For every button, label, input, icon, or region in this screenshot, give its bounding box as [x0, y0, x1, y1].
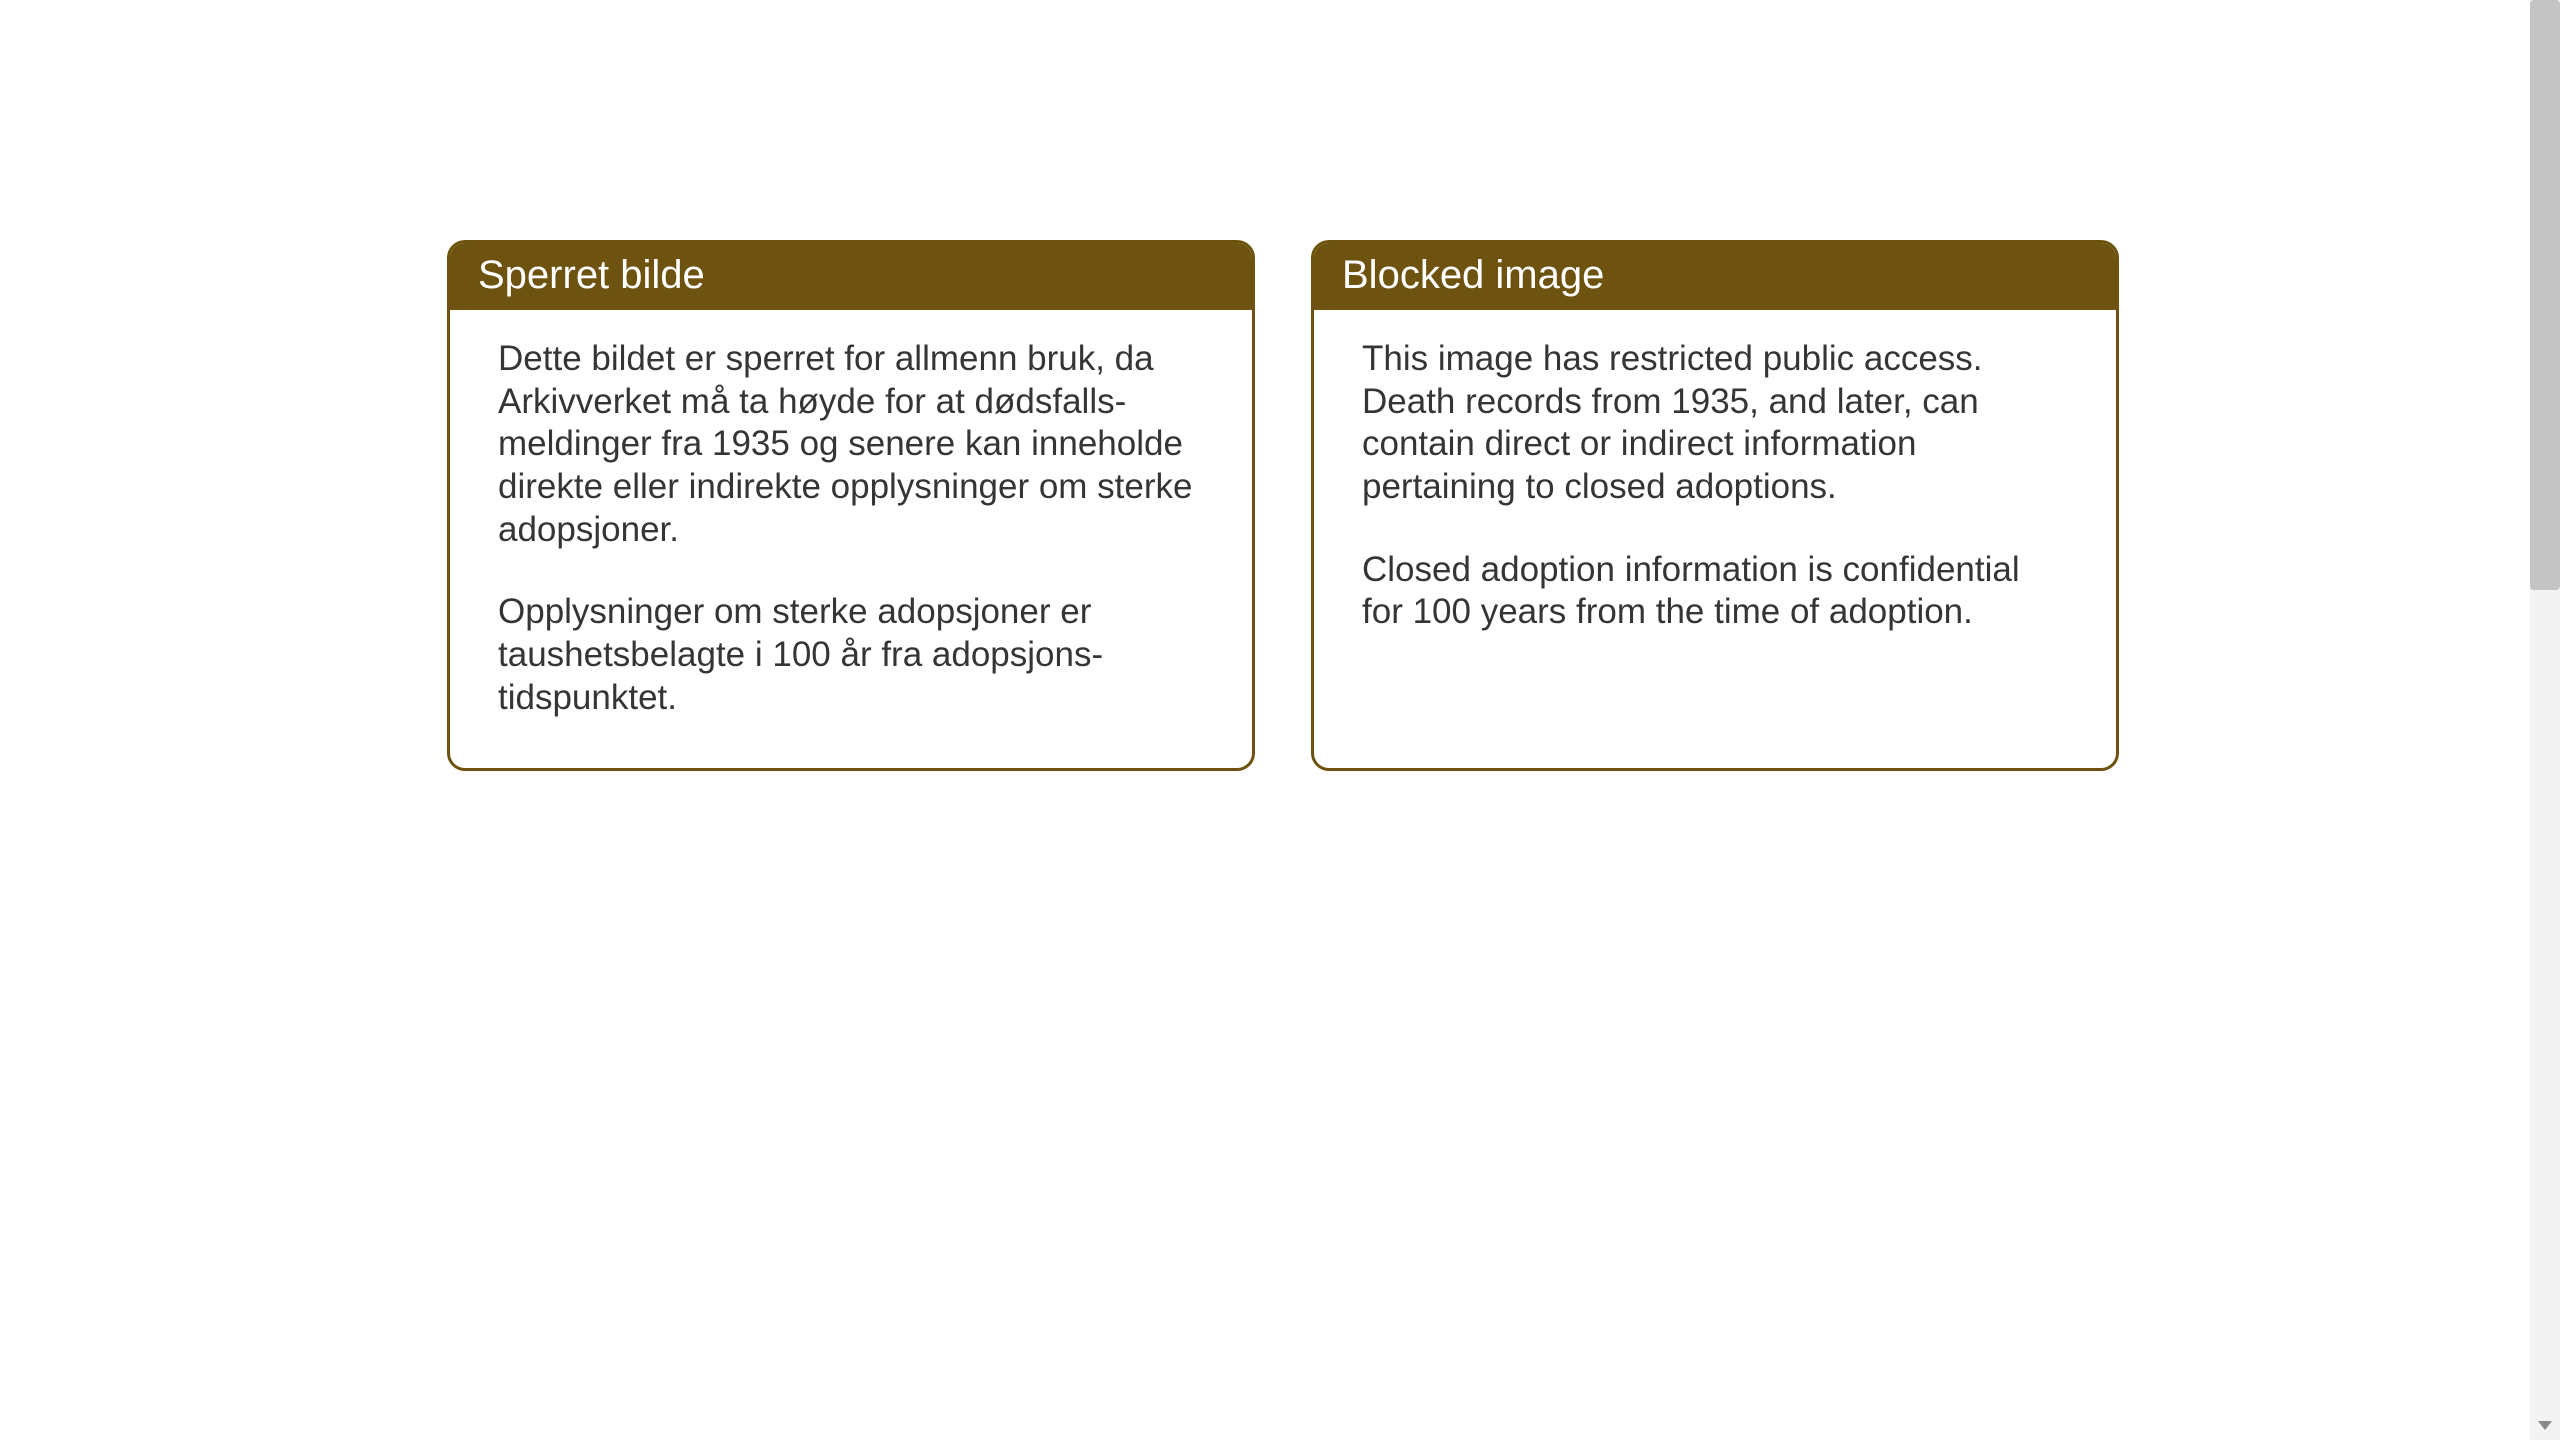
notice-container: Sperret bilde Dette bildet er sperret fo…: [447, 240, 2119, 771]
card-paragraph-2-english: Closed adoption information is confident…: [1362, 549, 2068, 634]
scrollbar-track[interactable]: [2530, 0, 2560, 1440]
chevron-down-icon: [2538, 1421, 2552, 1430]
notice-card-norwegian: Sperret bilde Dette bildet er sperret fo…: [447, 240, 1255, 771]
card-title-norwegian: Sperret bilde: [450, 243, 1252, 310]
scrollbar-thumb[interactable]: [2530, 0, 2560, 590]
scrollbar-down-button[interactable]: [2530, 1410, 2560, 1440]
card-body-norwegian: Dette bildet er sperret for allmenn bruk…: [450, 310, 1252, 768]
card-paragraph-1-norwegian: Dette bildet er sperret for allmenn bruk…: [498, 338, 1204, 551]
notice-card-english: Blocked image This image has restricted …: [1311, 240, 2119, 771]
card-paragraph-2-norwegian: Opplysninger om sterke adopsjoner er tau…: [498, 591, 1204, 719]
card-body-english: This image has restricted public access.…: [1314, 310, 2116, 682]
card-title-english: Blocked image: [1314, 243, 2116, 310]
card-paragraph-1-english: This image has restricted public access.…: [1362, 338, 2068, 509]
